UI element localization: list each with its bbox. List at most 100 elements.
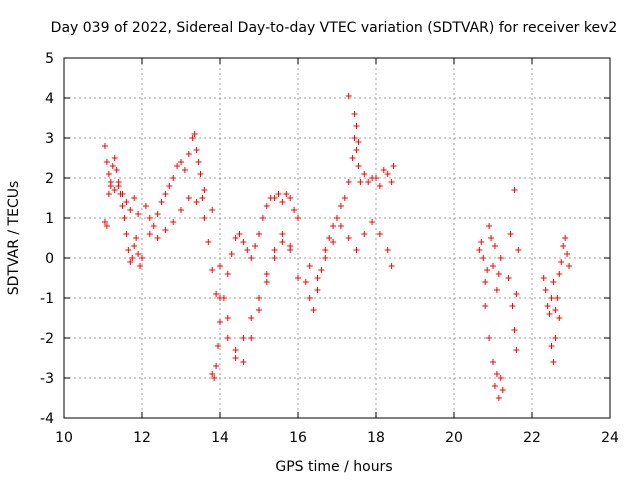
data-point [197,171,204,177]
data-point [334,215,340,221]
data-point [560,243,567,249]
data-point [217,319,223,325]
data-point [115,179,122,185]
data-point [146,215,153,221]
data-point [189,135,196,141]
data-point [306,263,313,269]
data-point [199,195,206,201]
data-point [174,163,181,169]
data-point [376,183,383,189]
data-point [232,235,239,241]
data-point [314,287,321,293]
y-tick-label: -1 [40,291,54,307]
data-point [119,191,126,197]
data-point [556,315,563,321]
data-point [125,247,132,253]
data-point [507,231,514,237]
x-tick-label: 14 [211,430,229,446]
data-point [345,235,352,241]
data-point [283,191,290,197]
data-point [209,371,216,377]
data-point [373,175,379,181]
data-point [351,111,358,117]
data-point [345,179,352,185]
data-point [220,295,227,301]
data-point [322,255,329,261]
data-point [330,223,337,229]
data-point [390,163,397,169]
data-point [513,291,520,297]
y-tick-label: 1 [45,211,54,227]
data-point [353,147,360,153]
x-tick-label: 18 [367,430,385,446]
data-point [252,243,259,249]
data-point [564,251,571,257]
data-point [291,207,298,213]
data-point [111,155,118,161]
data-point [279,239,286,245]
data-point [162,191,169,197]
data-point [105,191,112,197]
data-point [256,307,262,313]
data-point [365,179,372,185]
data-point [287,243,294,249]
data-point [310,307,317,313]
data-point [178,159,184,165]
x-tick-label: 12 [133,430,151,446]
x-tick-label: 22 [523,430,541,446]
data-point [384,171,391,177]
data-point [326,235,333,241]
data-point [384,247,391,253]
data-point [482,303,489,309]
data-point [135,211,142,217]
data-point [133,235,140,241]
data-point [248,255,255,261]
data-point [178,207,184,213]
data-point [127,259,134,265]
data-point [495,395,502,401]
data-point [240,335,247,341]
data-point [279,199,286,205]
data-point [488,235,495,241]
data-point [131,243,138,249]
data-point [142,203,149,209]
data-point [256,231,262,237]
data-point [505,275,512,281]
data-point [119,203,126,209]
data-point [295,215,301,221]
data-point [550,279,557,285]
data-point [107,183,114,189]
y-tick-label: 0 [45,251,54,267]
data-point [376,231,383,237]
data-point [217,263,223,269]
data-point [271,247,278,253]
data-point [201,187,208,193]
data-point [185,195,192,201]
data-point [486,223,493,229]
data-point [103,159,110,165]
data-point [493,287,500,293]
data-point [337,223,344,229]
data-point [515,247,522,253]
data-point [150,223,157,229]
data-point [193,199,200,205]
data-point [209,207,216,213]
data-point [109,163,116,169]
x-tick-label: 24 [601,430,619,446]
data-point [562,235,569,241]
data-point [275,191,282,197]
data-point [330,239,337,245]
data-point [388,263,395,269]
data-point [154,211,161,217]
data-point [509,303,516,309]
data-point [131,195,138,201]
data-point [486,335,493,341]
data-point [480,255,487,261]
data-point [146,231,153,237]
data-point [121,215,128,221]
data-point [101,219,108,225]
data-point [240,359,247,365]
data-point [256,295,262,301]
data-point [495,271,502,277]
